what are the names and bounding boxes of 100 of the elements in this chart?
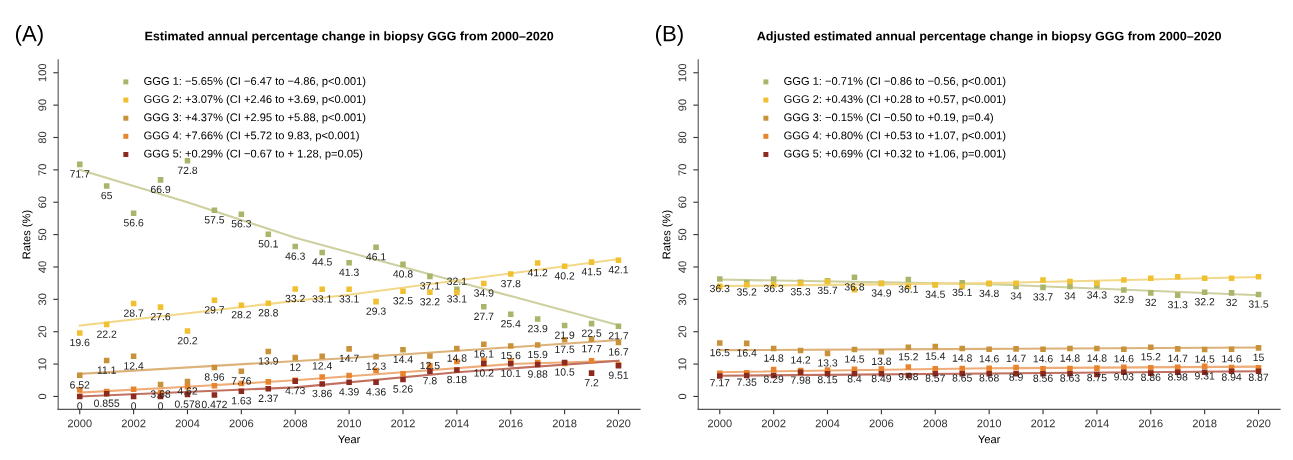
data-label: 8.96 bbox=[204, 373, 225, 381]
x-tick-label: 2018 bbox=[552, 419, 577, 428]
data-label: 21.9 bbox=[555, 331, 575, 339]
data-label: 14.6 bbox=[1033, 355, 1053, 363]
legend-label: GGG 5: +0.29% (CI −0.67 to + 1.28, p=0.05) bbox=[144, 149, 363, 160]
data-label: 8.68 bbox=[979, 374, 999, 382]
data-label: 14.8 bbox=[1060, 354, 1080, 362]
data-label: 22.5 bbox=[581, 329, 602, 337]
x-tick-label: 2010 bbox=[977, 419, 1002, 428]
data-label: 14.6 bbox=[1222, 355, 1242, 363]
data-label: 36.1 bbox=[898, 285, 918, 293]
data-label: 17.7 bbox=[582, 345, 602, 353]
data-label: 14.8 bbox=[447, 354, 467, 362]
data-label: 25.4 bbox=[501, 320, 521, 328]
y-tick-label: 10 bbox=[678, 358, 687, 370]
data-label: 34.9 bbox=[474, 289, 494, 297]
data-label: 10.2 bbox=[474, 369, 494, 377]
data-label: 9.08 bbox=[898, 372, 919, 381]
x-tick-label: 2018 bbox=[1192, 419, 1217, 428]
data-label: 32.2 bbox=[1194, 298, 1215, 306]
data-label: 5.26 bbox=[393, 385, 413, 393]
data-label: 56.3 bbox=[231, 220, 252, 228]
x-tick-label: 2016 bbox=[498, 419, 523, 428]
data-label: 50.1 bbox=[258, 240, 278, 248]
data-label: 34 bbox=[1064, 292, 1076, 300]
data-label: 15.4 bbox=[925, 352, 946, 360]
data-label: 34.8 bbox=[979, 289, 999, 298]
data-label: 4.36 bbox=[366, 388, 386, 396]
data-label: 37.8 bbox=[501, 279, 521, 288]
y-tick-label: 60 bbox=[678, 196, 687, 208]
data-label: 11.1 bbox=[97, 366, 116, 374]
y-tick-label: 30 bbox=[678, 293, 687, 306]
data-label: 8.56 bbox=[1033, 374, 1053, 382]
data-label: 72.8 bbox=[177, 166, 198, 174]
data-label: 15.9 bbox=[528, 350, 548, 359]
legend-label: GGG 4: +0.80% (CI +0.53 to +1.07, p<0.001) bbox=[784, 131, 1006, 142]
data-label: 56.6 bbox=[123, 219, 144, 227]
x-tick-label: 2012 bbox=[1031, 419, 1055, 428]
data-label: 0 bbox=[158, 402, 164, 410]
y-tick-label: 80 bbox=[38, 131, 47, 144]
y-tick-label: 10 bbox=[38, 358, 47, 370]
data-label: 8.63 bbox=[1060, 374, 1080, 382]
data-label: 23.9 bbox=[528, 324, 548, 333]
data-label: 46.3 bbox=[285, 252, 305, 260]
data-label: 15 bbox=[1253, 353, 1264, 362]
data-label: 32 bbox=[1145, 298, 1157, 307]
data-label: 13.3 bbox=[818, 359, 838, 367]
data-label: 34.3 bbox=[1087, 291, 1107, 299]
data-label: 8.94 bbox=[1221, 373, 1242, 381]
data-label: 27.6 bbox=[150, 312, 171, 321]
x-axis-title: Year bbox=[338, 435, 361, 444]
data-label: 28.2 bbox=[231, 311, 251, 319]
y-tick-label: 90 bbox=[678, 99, 687, 111]
data-label: 32.2 bbox=[420, 298, 440, 306]
data-label: 7.2 bbox=[584, 378, 599, 387]
x-tick-label: 2002 bbox=[121, 419, 146, 428]
x-tick-label: 2014 bbox=[445, 419, 469, 428]
data-label: 40.8 bbox=[393, 270, 413, 278]
y-tick-label: 60 bbox=[38, 196, 47, 208]
data-label: 34 bbox=[1010, 292, 1022, 300]
data-label: 8.86 bbox=[1141, 373, 1161, 381]
data-label: 28.7 bbox=[124, 309, 144, 317]
x-tick-label: 2006 bbox=[869, 419, 894, 428]
y-axis-title: Rates (%) bbox=[22, 210, 33, 259]
data-label: 14.4 bbox=[393, 355, 413, 363]
x-tick-label: 2016 bbox=[1138, 419, 1163, 428]
data-label: 14.8 bbox=[764, 354, 784, 362]
data-label: 8.87 bbox=[1248, 373, 1269, 381]
data-label: 7.17 bbox=[710, 379, 730, 387]
data-label: 33.1 bbox=[447, 295, 467, 303]
data-label: 46.1 bbox=[366, 253, 386, 261]
y-tick-label: 50 bbox=[38, 228, 47, 241]
data-label: 0 bbox=[77, 402, 83, 410]
data-label: 14.7 bbox=[1006, 354, 1026, 362]
data-label: 14.5 bbox=[1195, 355, 1215, 363]
data-label: 17.5 bbox=[555, 345, 575, 354]
y-tick-label: 50 bbox=[678, 228, 687, 241]
y-tick-label: 0 bbox=[678, 393, 687, 400]
data-label: 21.7 bbox=[608, 332, 629, 340]
x-tick-label: 2020 bbox=[606, 419, 631, 428]
data-label: 41.3 bbox=[339, 268, 359, 276]
data-label: 8.9 bbox=[1009, 373, 1023, 381]
data-label: 44.5 bbox=[312, 258, 332, 266]
data-label: 35.1 bbox=[952, 288, 972, 297]
data-label: 42.1 bbox=[608, 266, 629, 274]
data-label: 8.57 bbox=[925, 374, 945, 382]
data-label: 0 bbox=[131, 402, 137, 410]
y-tick-label: 100 bbox=[38, 63, 47, 82]
data-label: 9.88 bbox=[528, 370, 548, 378]
x-tick-label: 2004 bbox=[815, 419, 840, 428]
x-tick-label: 2000 bbox=[707, 419, 732, 428]
data-label: 12 bbox=[290, 363, 301, 371]
y-tick-label: 0 bbox=[38, 393, 47, 400]
data-label: 32.1 bbox=[447, 277, 467, 285]
y-tick-label: 20 bbox=[678, 325, 687, 338]
text: (A) bbox=[15, 25, 43, 46]
data-label: 34.5 bbox=[925, 290, 945, 298]
x-tick-label: 2008 bbox=[283, 419, 308, 428]
data-label: 9.03 bbox=[1114, 373, 1134, 381]
data-label: 12.4 bbox=[312, 362, 333, 370]
